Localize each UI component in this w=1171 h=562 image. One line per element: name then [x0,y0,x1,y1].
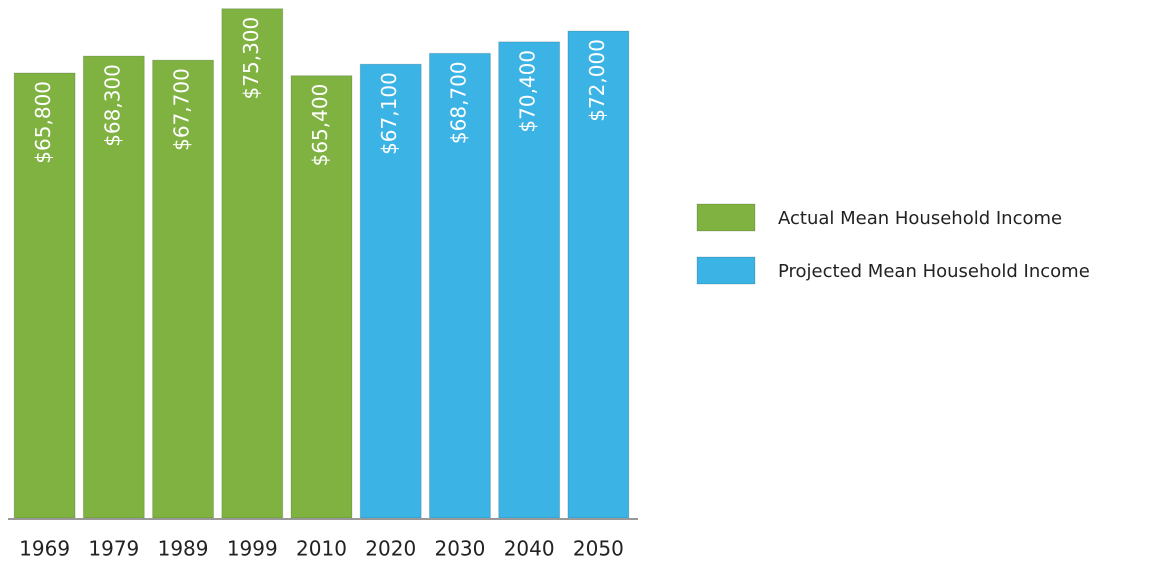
bar [359,63,422,519]
x-tick-label: 2030 [434,537,485,561]
value-label: $67,700 [170,68,194,151]
x-tick-label: 2040 [504,537,555,561]
value-label: $65,400 [308,84,332,167]
value-label: $65,800 [31,81,55,164]
bar [152,59,215,519]
bar [290,75,353,519]
x-tick-label: 1999 [227,537,278,561]
value-label: $68,300 [100,64,124,147]
legend-label: Actual Mean Household Income [778,208,1062,229]
x-tick-label: 1989 [158,537,209,561]
x-tick-label: 2020 [365,537,416,561]
legend-swatch [696,256,756,285]
value-label: $72,000 [585,39,609,122]
value-label: $68,700 [446,61,470,144]
bar [498,41,561,519]
value-label: $67,100 [377,72,401,155]
x-tick-label: 2050 [573,537,624,561]
x-tick-label: 2010 [296,537,347,561]
bar [82,55,145,519]
legend-label: Projected Mean Household Income [778,261,1090,282]
bar [13,72,76,519]
x-tick-label: 1979 [88,537,139,561]
value-label: $75,300 [239,17,263,100]
x-tick-label: 1969 [19,537,70,561]
value-label: $70,400 [516,50,540,133]
legend-swatch [696,203,756,232]
bar [221,8,284,519]
